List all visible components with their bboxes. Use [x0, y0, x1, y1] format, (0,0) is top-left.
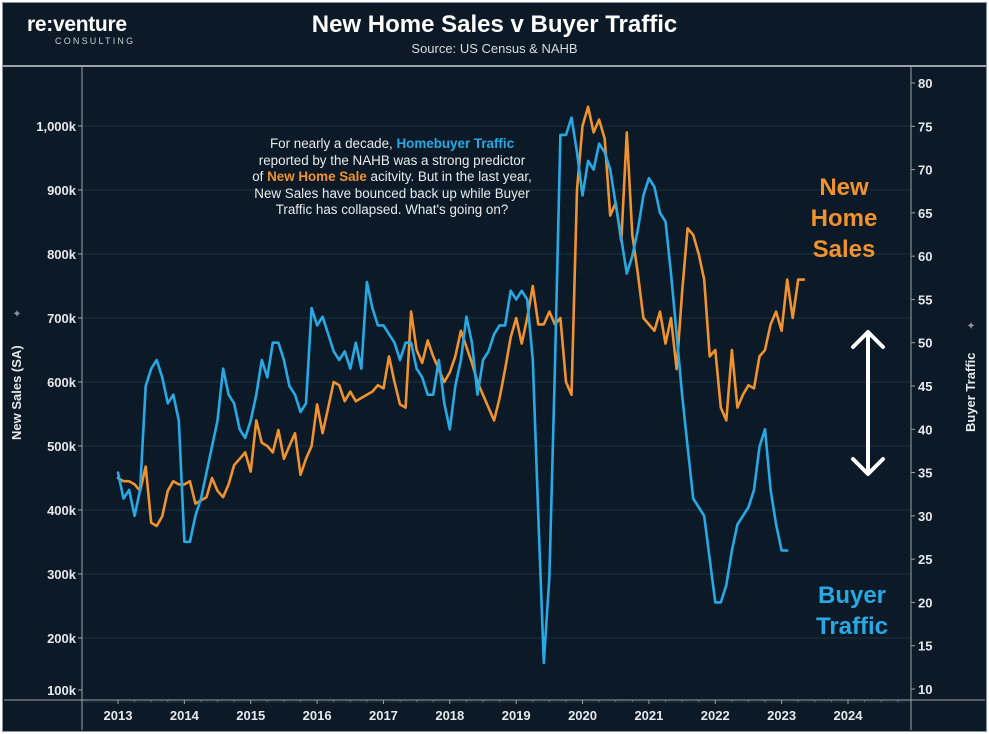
- left-tick-label: 300k: [47, 567, 77, 582]
- x-tick-label: 2022: [701, 708, 730, 723]
- annotation-line2: reported by the NAHB was a strong predic…: [258, 152, 526, 168]
- x-tick-label: 2019: [502, 708, 531, 723]
- sales-label-line1: New: [819, 174, 869, 201]
- logo-subtitle: CONSULTING: [55, 36, 136, 46]
- x-tick-label: 2018: [435, 708, 464, 723]
- right-tick-label: 45: [918, 379, 932, 394]
- left-tick-label: 100k: [47, 683, 77, 698]
- right-tick-label: 40: [918, 422, 932, 437]
- x-tick-label: 2016: [303, 708, 332, 723]
- traffic-label-line1: Buyer: [817, 582, 887, 609]
- right-axis-title: Buyer Traffic: [963, 353, 978, 432]
- right-tick-label: 75: [918, 119, 932, 134]
- left-tick-label: 1,000k: [36, 119, 77, 134]
- x-tick-label: 2013: [104, 708, 133, 723]
- right-tick-label: 30: [918, 509, 932, 524]
- annotation-line3-pre: of: [252, 169, 268, 185]
- sales-label-line2: Home: [810, 205, 878, 232]
- series-label-new-home-sales: New Home Sales: [792, 172, 896, 265]
- annotation-highlight-traffic: Homebuyer Traffic: [396, 136, 515, 151]
- right-tick-label: 10: [918, 682, 932, 697]
- x-tick-label: 2021: [634, 708, 663, 723]
- right-tick-label: 50: [918, 336, 932, 351]
- right-axis-pin-icon: ✦: [966, 321, 978, 330]
- left-axis-title: New Sales (SA): [9, 345, 24, 440]
- annotation-line4: New Sales have bounced back up while Buy…: [254, 185, 530, 201]
- series-line-buyer-traffic: [116, 116, 789, 665]
- series-line-new-home-sales: [116, 105, 806, 528]
- logo: re:venture: [27, 13, 127, 36]
- left-axis-ticks: 100k 200k 300k 400k 500k 600k 700k 800k 900k 1,00…: [36, 119, 82, 698]
- left-tick-label: 900k: [47, 183, 77, 198]
- x-tick-label: 2024: [834, 708, 864, 723]
- annotation-line3-post: acitvity. But in the last year,: [366, 169, 532, 185]
- annotation-line5: Traffic has collapsed. What's going on?: [275, 202, 509, 218]
- left-tick-label: 200k: [47, 631, 77, 646]
- chart-header: re:venture CONSULTING New Home Sales v B…: [3, 3, 986, 67]
- annotation-text: For nearly a decade, Homebuyer Traffic r…: [222, 136, 562, 219]
- right-tick-label: 60: [918, 249, 932, 264]
- x-axis-ticks: 2013 2014 2015 2016 2017 2018 2019 2020 2021 2022…: [104, 700, 899, 723]
- x-tick-label: 2023: [767, 708, 796, 723]
- right-tick-label: 70: [918, 163, 932, 178]
- right-tick-label: 35: [918, 466, 932, 481]
- x-tick-label: 2015: [236, 708, 265, 723]
- x-tick-label: 2020: [568, 708, 597, 723]
- annotation-line1: For nearly a decade,: [269, 136, 397, 151]
- right-tick-label: 55: [918, 292, 932, 307]
- left-tick-label: 600k: [47, 375, 77, 390]
- left-tick-label: 400k: [47, 503, 77, 518]
- series-label-buyer-traffic: Buyer Traffic: [790, 580, 914, 642]
- right-tick-label: 25: [918, 552, 932, 567]
- right-tick-label: 20: [918, 595, 932, 610]
- left-tick-label: 500k: [47, 439, 77, 454]
- chart-title: New Home Sales v Buyer Traffic: [311, 11, 678, 38]
- gap-arrow-icon: [851, 330, 885, 476]
- left-axis-pin-icon: ✦: [12, 309, 24, 318]
- x-tick-label: 2014: [170, 708, 200, 723]
- right-tick-label: 15: [918, 639, 932, 654]
- right-axis-ticks: 10 15 20 25 30 35 40 45 50 55 60 65 70 75 80: [911, 76, 932, 697]
- right-tick-label: 80: [918, 76, 932, 91]
- traffic-label-line2: Traffic: [815, 613, 889, 640]
- left-tick-label: 700k: [47, 311, 77, 326]
- left-tick-label: 800k: [47, 247, 77, 262]
- right-tick-label: 65: [918, 206, 932, 221]
- x-tick-label: 2017: [369, 708, 398, 723]
- chart-subtitle: Source: US Census & NAHB: [411, 41, 578, 56]
- annotation-highlight-sales: New Home Sale: [267, 169, 367, 185]
- sales-label-line3: Sales: [812, 236, 876, 263]
- series-group: [116, 105, 806, 665]
